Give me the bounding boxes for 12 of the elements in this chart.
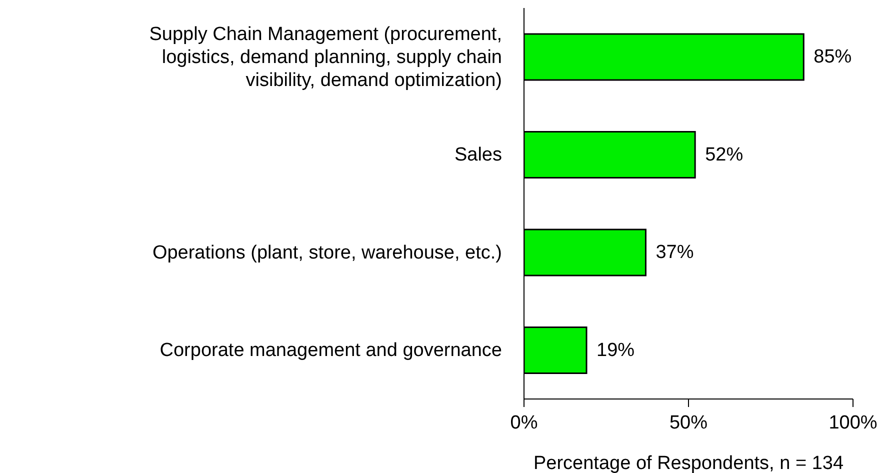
- x-tick-label: 0%: [510, 412, 538, 434]
- y-tick-label: Sales: [454, 144, 502, 166]
- y-tick-label: Supply Chain Management (procurement, logistics, demand planning, supply chain visibility, demand optimization): [149, 23, 502, 90]
- y-tick-label: Corporate management and governance: [160, 340, 502, 361]
- data-label: 85%: [814, 46, 852, 68]
- data-label: 19%: [596, 340, 635, 361]
- x-tick-label: 50%: [669, 412, 708, 434]
- x-tick-label: 100%: [828, 412, 878, 434]
- y-tick-label: Operations (plant, store, warehouse, etc.): [152, 242, 502, 263]
- data-label: 52%: [705, 144, 744, 166]
- x-axis-title: Percentage of Respondents, n = 134: [533, 453, 844, 473]
- data-label: 37%: [656, 242, 694, 263]
